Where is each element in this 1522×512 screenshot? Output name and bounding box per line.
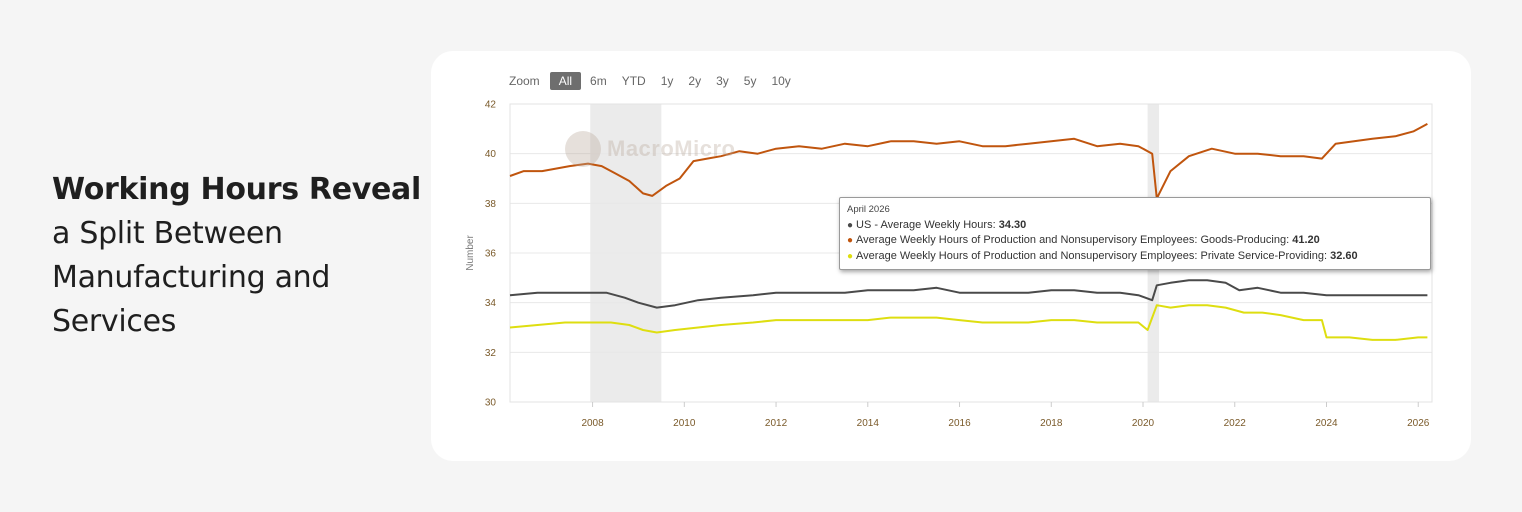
y-tick-label: 30 [485,398,497,409]
tooltip-row-label: Average Weekly Hours of Production and N… [856,249,1331,262]
zoom-2y-button[interactable]: 2y [688,74,702,88]
tooltip-row-label: US - Average Weekly Hours: [856,218,999,231]
y-tick-label: 42 [485,100,497,111]
headline: Working Hours Reveal a Split Between Man… [52,168,432,344]
chart-card: Zoom All 6m YTD 1y 2y 3y 5y 10y 30 32 34 36… [431,51,1471,461]
tooltip-row-label: Average Weekly Hours of Production and N… [856,234,1293,246]
x-tick-label: 2014 [857,418,880,429]
x-tick-label: 2022 [1224,418,1247,429]
x-tick-label: 2018 [1040,418,1063,429]
y-tick-label: 38 [485,199,497,210]
zoom-5y-button[interactable]: 5y [743,74,757,88]
tooltip-row: ● Average Weekly Hours of Production and … [847,233,1423,249]
x-tick-label: 2012 [765,418,788,429]
y-axis-label: Number [465,235,476,271]
zoom-label: Zoom [509,74,540,88]
tooltip-date: April 2026 [847,204,890,215]
x-tick-label: 2008 [581,418,604,429]
x-tick-label: 2020 [1132,418,1155,429]
y-tick-label: 40 [485,149,497,160]
tooltip-dot-icon: ● [847,250,854,262]
series-line [509,304,1428,341]
zoom-bar: Zoom All 6m YTD 1y 2y 3y 5y 10y [509,71,800,91]
tooltip-row-value: 41.20 [1292,234,1320,246]
tooltip-row-value: 32.60 [1330,249,1358,262]
series-line [509,123,1428,200]
x-tick-label: 2016 [948,418,971,429]
tooltip-row: ● Average Weekly Hours of Production and … [847,249,1423,265]
x-tick-label: 2024 [1315,418,1338,429]
series-line [509,279,1428,309]
y-tick-label: 32 [485,348,497,359]
tooltip-dot-icon: ● [847,219,854,231]
zoom-6m-button[interactable]: 6m [590,74,607,88]
tooltip-dot-icon: ● [847,235,854,246]
headline-bold: Working Hours Reveal [52,172,421,207]
zoom-1y-button[interactable]: 1y [660,74,674,88]
zoom-3y-button[interactable]: 3y [716,74,729,88]
zoom-all-button[interactable]: All [549,72,582,90]
y-tick-label: 36 [485,249,497,260]
x-tick-label: 2026 [1407,418,1430,429]
tooltip-row: ● US - Average Weekly Hours: 34.30 [847,218,1423,234]
zoom-10y-button[interactable]: 10y [771,74,791,88]
y-tick-label: 34 [485,298,497,309]
headline-rest: a Split Between Manufacturing and Servic… [52,216,331,339]
chart-tooltip: April 2026 ● US - Average Weekly Hours: 3… [839,197,1431,270]
plot-frame [509,103,1433,403]
x-tick-label: 2010 [673,418,696,429]
tooltip-row-value: 34.30 [998,218,1027,231]
zoom-ytd-button[interactable]: YTD [621,74,646,88]
